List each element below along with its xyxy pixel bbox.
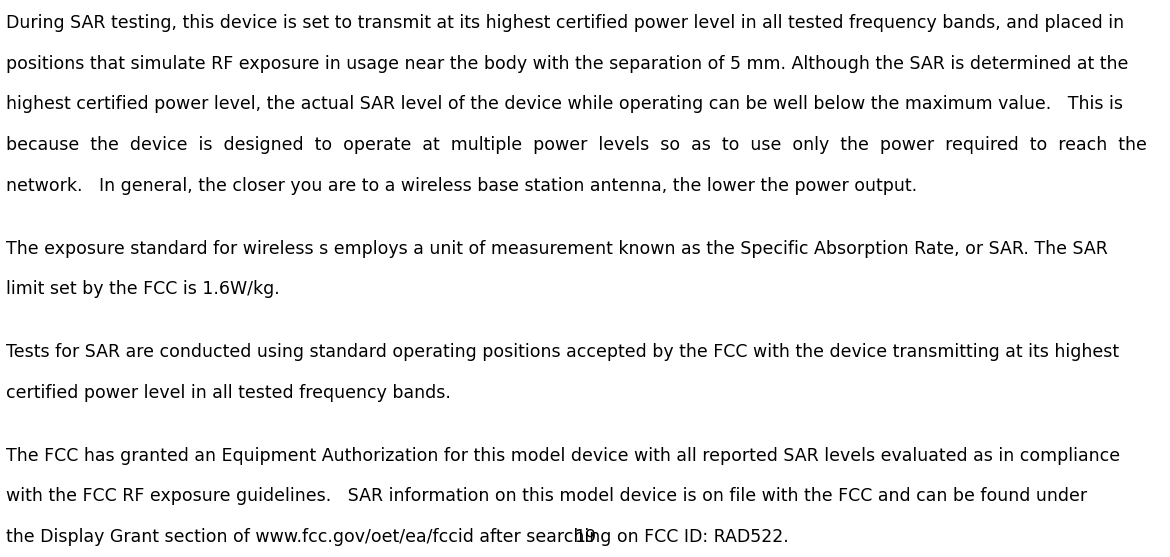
Text: 19: 19 — [574, 528, 596, 546]
Text: The FCC has granted an Equipment Authorization for this model device with all re: The FCC has granted an Equipment Authori… — [6, 447, 1120, 465]
Text: The exposure standard for wireless s employs a unit of measurement known as the : The exposure standard for wireless s emp… — [6, 240, 1108, 257]
Text: During SAR testing, this device is set to transmit at its highest certified powe: During SAR testing, this device is set t… — [6, 14, 1124, 32]
Text: because  the  device  is  designed  to  operate  at  multiple  power  levels  so: because the device is designed to operat… — [6, 136, 1147, 154]
Text: certified power level in all tested frequency bands.: certified power level in all tested freq… — [6, 384, 450, 402]
Text: Tests for SAR are conducted using standard operating positions accepted by the F: Tests for SAR are conducted using standa… — [6, 343, 1119, 361]
Text: positions that simulate RF exposure in usage near the body with the separation o: positions that simulate RF exposure in u… — [6, 55, 1128, 72]
Text: with the FCC RF exposure guidelines.   SAR information on this model device is o: with the FCC RF exposure guidelines. SAR… — [6, 487, 1087, 505]
Text: the Display Grant section of www.fcc.gov/oet/ea/fccid after searching on FCC ID:: the Display Grant section of www.fcc.gov… — [6, 528, 789, 546]
Text: network.   In general, the closer you are to a wireless base station antenna, th: network. In general, the closer you are … — [6, 177, 917, 194]
Text: limit set by the FCC is 1.6W/kg.: limit set by the FCC is 1.6W/kg. — [6, 280, 280, 298]
Text: highest certified power level, the actual SAR level of the device while operatin: highest certified power level, the actua… — [6, 95, 1123, 113]
